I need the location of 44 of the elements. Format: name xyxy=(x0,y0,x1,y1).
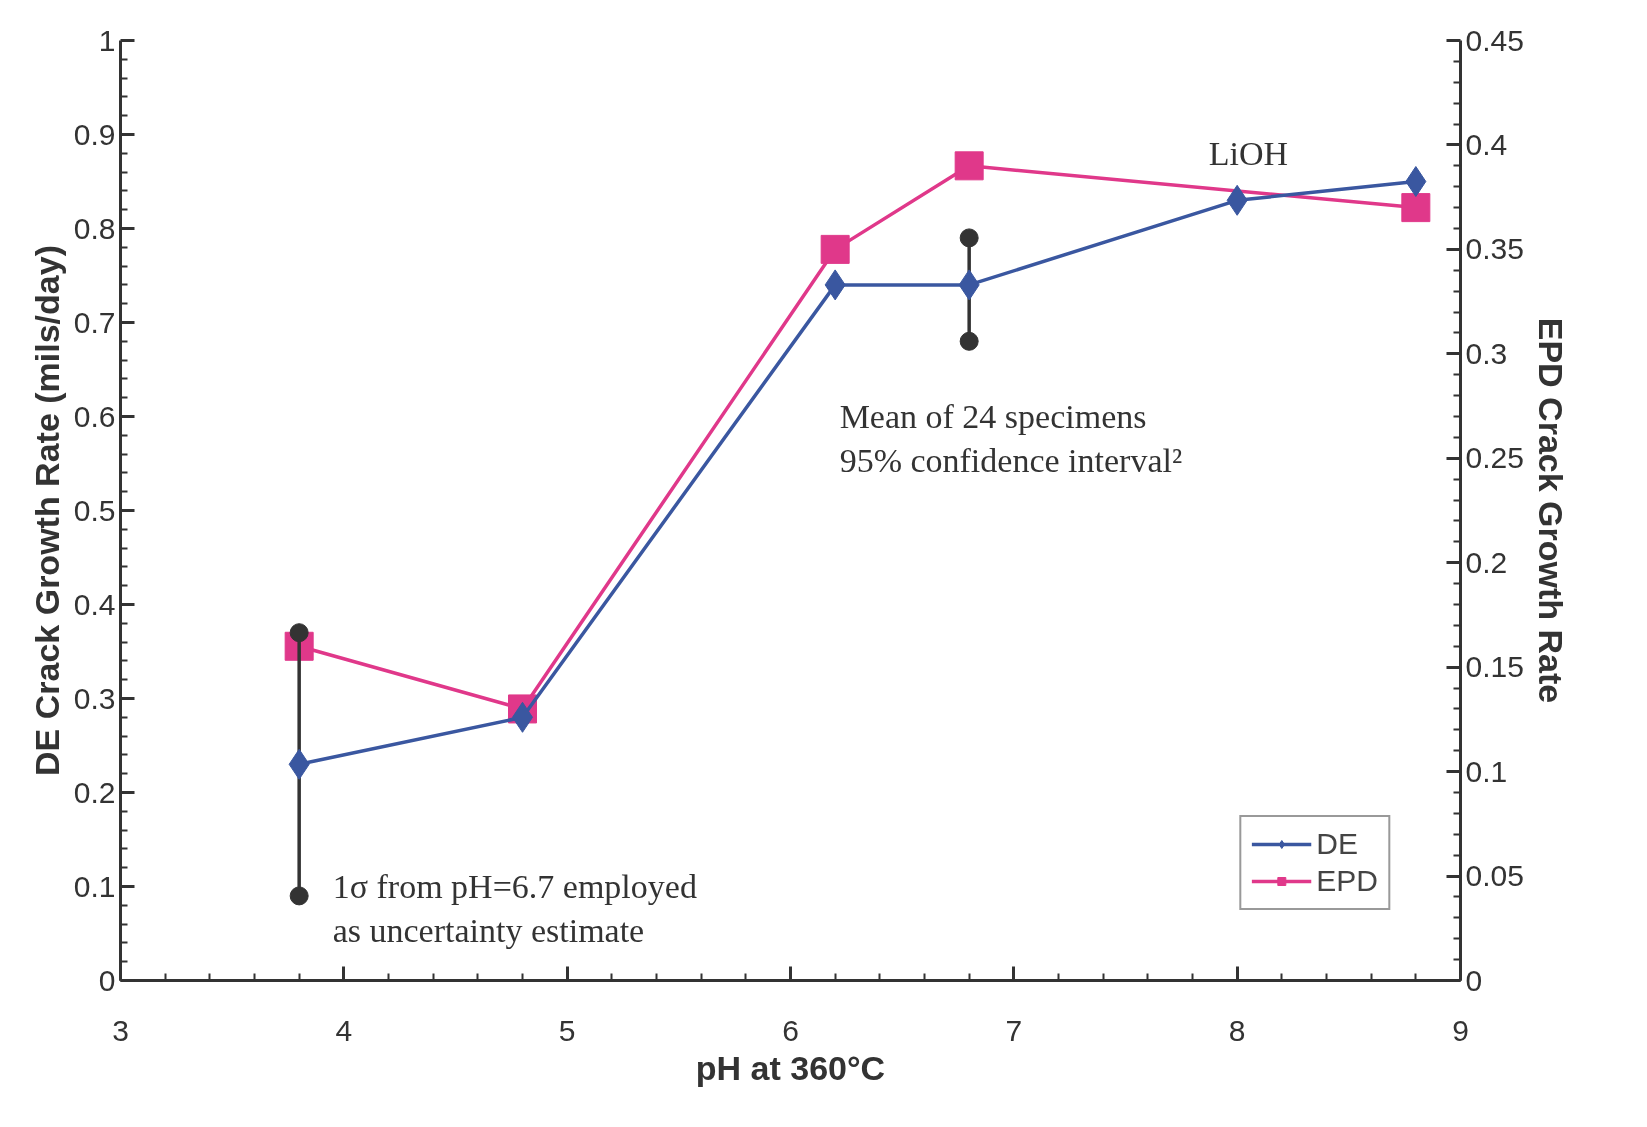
y2-tick-label: 0.35 xyxy=(1465,232,1524,266)
y-tick-label: 0.8 xyxy=(73,211,116,245)
x-tick-label: 6 xyxy=(782,1013,799,1047)
point xyxy=(289,886,309,906)
legend-label: DE xyxy=(1316,827,1358,861)
annotation: Mean of 24 specimens 95% confidence interval² xyxy=(839,397,1183,480)
point xyxy=(959,331,979,351)
y2-tick-label: 0.4 xyxy=(1465,127,1508,161)
point xyxy=(954,151,984,181)
x-tick-label: 8 xyxy=(1228,1013,1246,1047)
y2-tick-label: 0.1 xyxy=(1465,754,1508,788)
point xyxy=(289,623,309,643)
y2-tick-label: 0.3 xyxy=(1465,336,1508,370)
y-tick-label: 0.2 xyxy=(73,775,116,809)
y2-tick-label: 0.05 xyxy=(1465,859,1524,893)
y2-tick-label: 0.25 xyxy=(1465,441,1524,475)
y-tick-label: 0.5 xyxy=(73,493,116,527)
y-tick-label: 0 xyxy=(98,963,116,997)
y-tick-label: 1 xyxy=(98,23,116,57)
point xyxy=(820,234,850,264)
annotation: LiOH xyxy=(1208,135,1288,173)
y-tick-label: 0.7 xyxy=(73,305,116,339)
x-axis-title: pH at 360°C xyxy=(695,1048,886,1087)
y2-tick-label: 0.45 xyxy=(1465,23,1524,57)
x-tick-label: 9 xyxy=(1452,1013,1469,1047)
point xyxy=(1401,193,1431,223)
y2-tick-label: 0.2 xyxy=(1465,545,1508,579)
y2-tick-label: 0.15 xyxy=(1465,650,1524,684)
y-tick-label: 0.4 xyxy=(73,587,116,621)
x-tick-label: 7 xyxy=(1005,1013,1023,1047)
point xyxy=(1405,166,1427,197)
y2-tick-label: 0 xyxy=(1465,963,1483,997)
legend-label: EPD xyxy=(1316,864,1378,898)
annotation: 1σ from pH=6.7 employed as uncertainty estimate xyxy=(332,867,697,950)
x-tick-label: 4 xyxy=(335,1013,353,1047)
x-tick-label: 3 xyxy=(112,1013,129,1047)
x-tick-label: 5 xyxy=(558,1013,576,1047)
y-tick-label: 0.1 xyxy=(73,869,116,903)
y-axis-title: DE Crack Growth Rate (mils/day) xyxy=(27,245,66,776)
y-tick-label: 0.6 xyxy=(73,399,116,433)
point xyxy=(959,228,979,248)
y-tick-label: 0.3 xyxy=(73,681,116,715)
y2-axis-title: EPD Crack Growth Rate xyxy=(1531,317,1570,704)
y-tick-label: 0.9 xyxy=(73,117,116,151)
